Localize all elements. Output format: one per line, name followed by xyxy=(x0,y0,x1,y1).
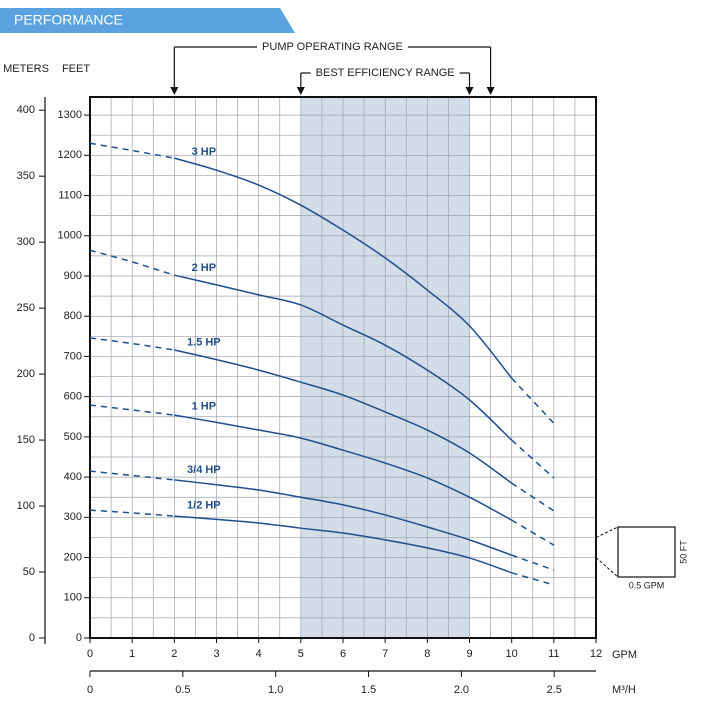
x-tick-label: 11 xyxy=(548,648,559,660)
x-tick-label: 7 xyxy=(382,648,388,660)
range-arrow-head xyxy=(465,87,474,95)
y-tick-label: 0 xyxy=(76,632,82,644)
y-tick-label: 200 xyxy=(64,551,82,563)
y-tick-label: 300 xyxy=(64,511,82,523)
y-tick-label: 1100 xyxy=(58,189,82,201)
curve xyxy=(174,274,513,441)
y-tick-label: 400 xyxy=(64,471,82,483)
range-arrow-head xyxy=(486,87,495,95)
y-tick-label: 800 xyxy=(64,310,82,322)
curve xyxy=(174,479,512,556)
curve-label: 1.5 HP xyxy=(187,337,221,349)
y-tick-label: 900 xyxy=(64,270,82,282)
x-axis-label: GPM xyxy=(612,649,637,661)
y2-tick-label: 300 xyxy=(17,236,35,248)
curve xyxy=(174,349,513,484)
curve xyxy=(511,554,555,571)
x-tick-label: 9 xyxy=(466,648,472,660)
y2-tick-label: 0 xyxy=(29,632,35,644)
x-tick-label: 4 xyxy=(256,648,262,660)
curve xyxy=(174,157,513,379)
y-tick-label: 1200 xyxy=(58,149,82,161)
x-tick-label: 0 xyxy=(87,648,93,660)
y-tick-label: 1300 xyxy=(58,109,82,121)
curve-label: 2 HP xyxy=(192,262,216,274)
curve xyxy=(511,572,555,586)
y2-tick-label: 50 xyxy=(23,566,35,578)
y2-axis-label: METERS xyxy=(3,63,49,75)
x2-tick-label: 2.5 xyxy=(547,684,562,696)
x-tick-label: 5 xyxy=(298,648,304,660)
curve-label: 3/4 HP xyxy=(187,464,221,476)
y-tick-label: 100 xyxy=(64,592,82,604)
range-arrow-head xyxy=(296,87,305,95)
curve xyxy=(511,377,555,424)
scale-inset xyxy=(617,526,676,578)
y-tick-label: 1000 xyxy=(58,230,82,242)
curve xyxy=(89,249,175,276)
y2-tick-label: 400 xyxy=(17,104,35,116)
x-tick-label: 8 xyxy=(424,648,430,660)
x2-axis-label: M³/H xyxy=(612,684,636,696)
y-tick-label: 700 xyxy=(64,350,82,362)
x2-tick-label: 2.0 xyxy=(454,684,469,696)
x-tick-label: 6 xyxy=(340,648,346,660)
x2-tick-label: 1.5 xyxy=(361,684,376,696)
range-arrow-head xyxy=(170,87,179,95)
x-tick-label: 3 xyxy=(213,648,219,660)
y2-tick-label: 150 xyxy=(17,434,35,446)
range-label: PUMP OPERATING RANGE xyxy=(262,41,403,53)
x-tick-label: 1 xyxy=(129,648,135,660)
y-tick-label: 600 xyxy=(64,391,82,403)
inset-guide xyxy=(595,557,619,578)
y2-tick-label: 350 xyxy=(17,170,35,182)
range-label: BEST EFFICIENCY RANGE xyxy=(316,67,455,79)
curve xyxy=(174,515,512,574)
y2-tick-label: 200 xyxy=(17,368,35,380)
curve xyxy=(511,519,555,546)
curve-label: 1/2 HP xyxy=(187,500,221,512)
y2-tick-label: 250 xyxy=(17,302,35,314)
header-title: PERFORMANCE xyxy=(14,12,123,28)
curve-label: 3 HP xyxy=(192,146,216,158)
y-axis-label: FEET xyxy=(62,63,90,75)
inset-guide xyxy=(595,526,619,538)
header-banner xyxy=(0,8,295,33)
y2-tick-label: 100 xyxy=(17,500,35,512)
curve-label: 1 HP xyxy=(192,401,216,413)
curve xyxy=(511,439,555,479)
inset-height-label: 50 FT xyxy=(678,540,688,564)
curve xyxy=(511,482,555,512)
x2-tick-label: 0.5 xyxy=(175,684,190,696)
y-tick-label: 500 xyxy=(64,431,82,443)
x2-tick-label: 1.0 xyxy=(268,684,283,696)
x-tick-label: 12 xyxy=(590,648,602,660)
curve xyxy=(174,414,513,521)
x-tick-label: 2 xyxy=(171,648,177,660)
x2-tick-label: 0 xyxy=(87,684,93,696)
x-tick-label: 10 xyxy=(506,648,518,660)
inset-width-label: 0.5 GPM xyxy=(629,580,665,590)
